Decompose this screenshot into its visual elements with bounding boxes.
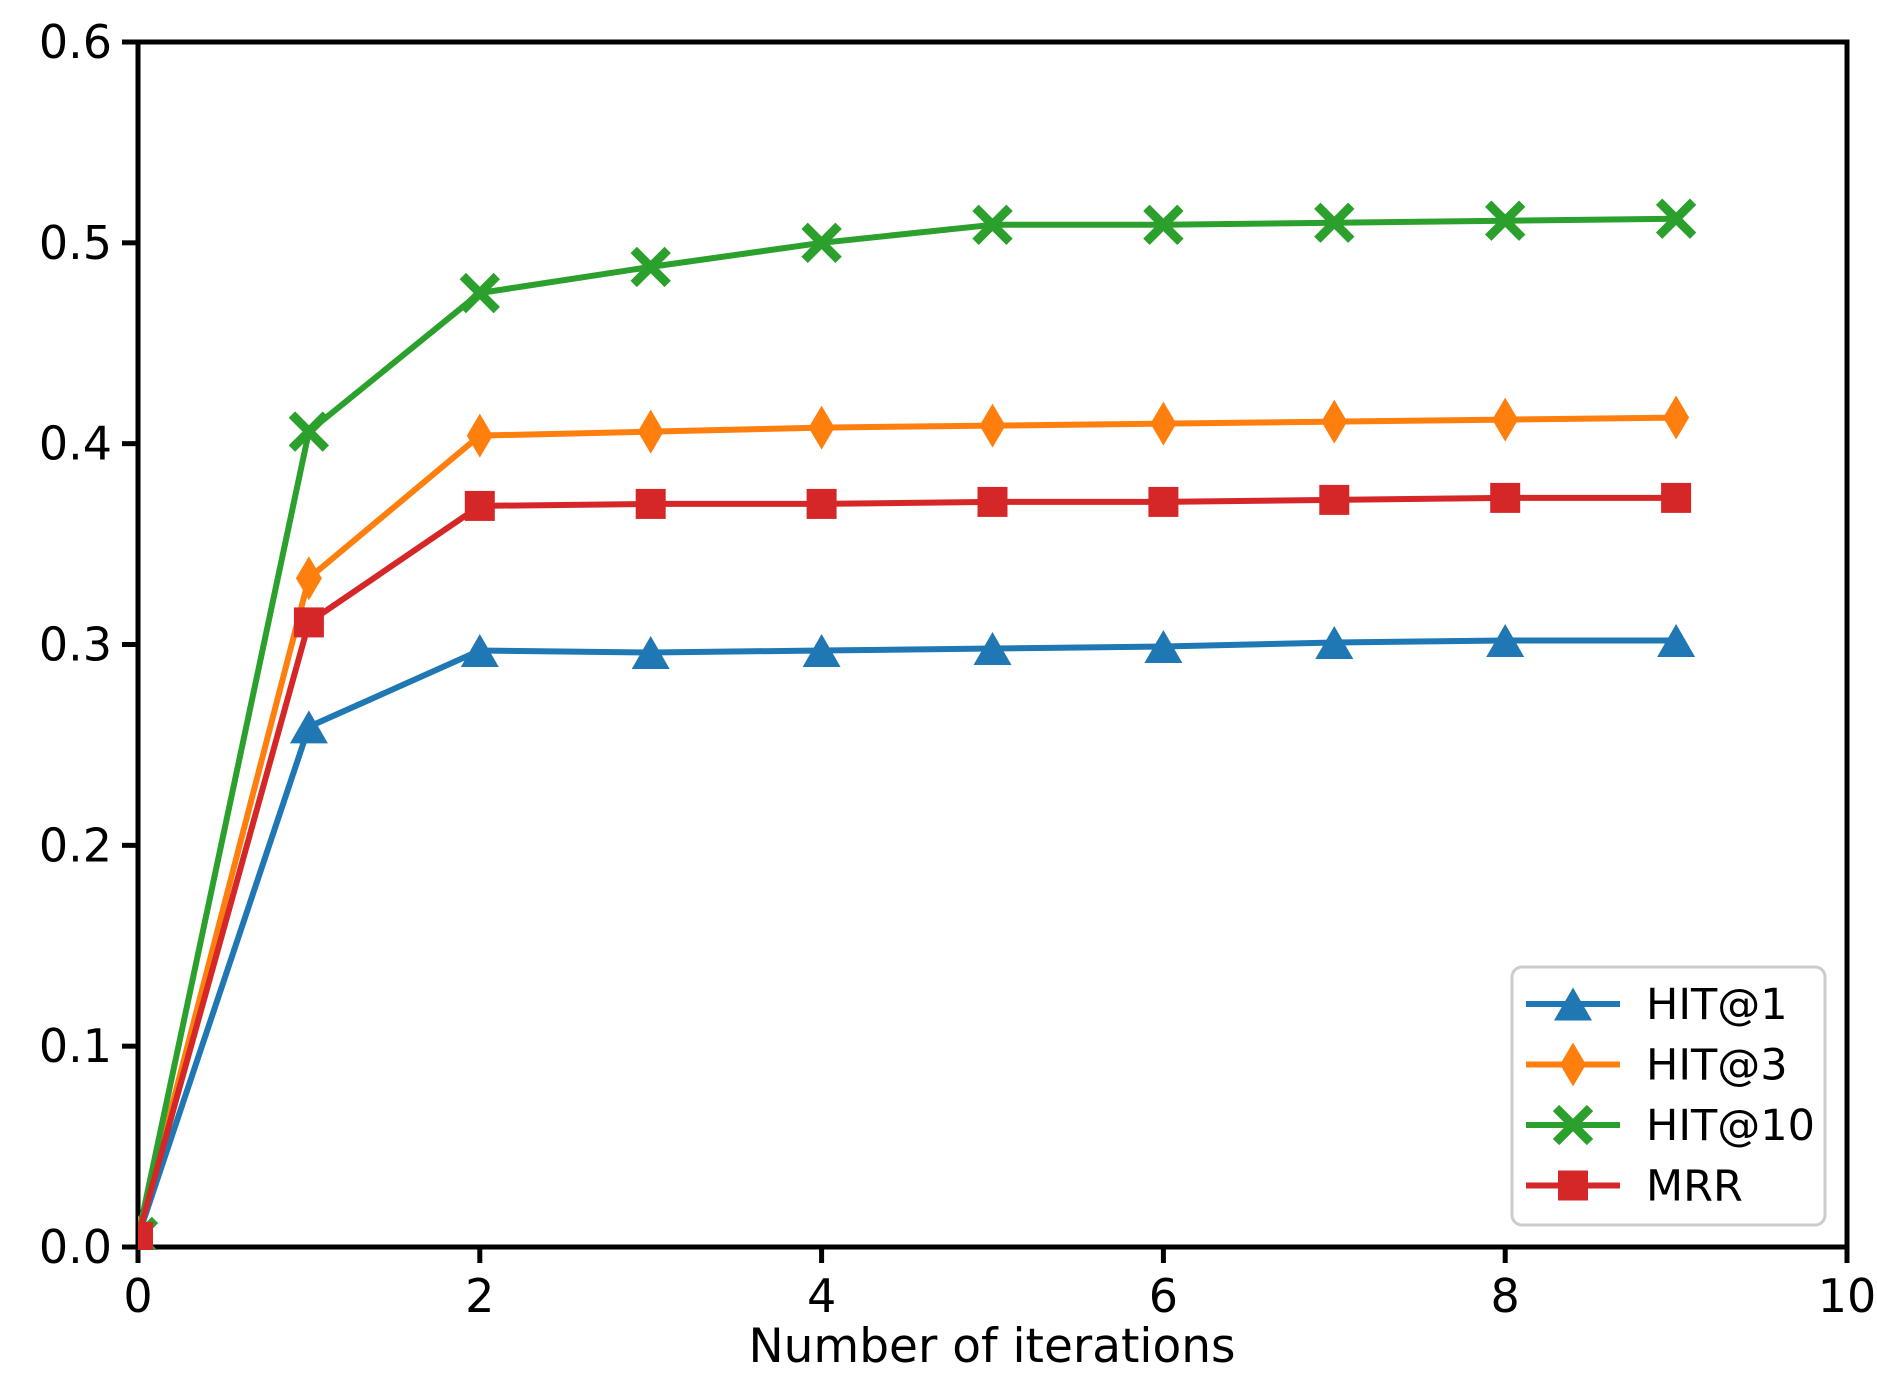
data-point-marker: [635, 488, 666, 519]
legend-item-HIT@10: HIT@10: [1526, 1101, 1815, 1151]
data-point-marker: [1143, 204, 1184, 245]
data-point-marker: [1144, 630, 1183, 664]
x-tick-label: 10: [1818, 1269, 1877, 1323]
data-point-marker: [1655, 198, 1697, 239]
legend-label: HIT@10: [1646, 1101, 1815, 1151]
data-point-marker: [1490, 482, 1521, 513]
data-point-marker: [288, 411, 330, 452]
series-markers-MRR: [138, 482, 1692, 1250]
data-point-marker: [979, 403, 1006, 448]
data-point-marker: [459, 272, 500, 314]
series-line-HIT@10: [138, 215, 1677, 1238]
data-point-marker: [801, 222, 842, 264]
series-markers-HIT@1: [138, 623, 1696, 1250]
data-point-marker: [802, 634, 841, 668]
data-point-marker: [1321, 399, 1348, 444]
x-tick-label: 0: [123, 1269, 152, 1323]
series-line-HIT@1: [138, 637, 1677, 1238]
data-point-marker: [289, 710, 328, 744]
data-point-marker: [808, 405, 835, 450]
series-line-HIT@3: [138, 414, 1677, 1238]
data-point-marker: [138, 1221, 153, 1250]
data-point-marker: [1492, 397, 1519, 442]
x-tick-label: 2: [465, 1269, 494, 1323]
series-line-MRR: [138, 494, 1677, 1238]
data-point-marker: [631, 636, 670, 670]
data-point-marker: [977, 486, 1008, 517]
legend-label: MRR: [1646, 1162, 1743, 1212]
data-point-marker: [1663, 395, 1690, 440]
x-tick-label: 6: [1149, 1269, 1178, 1323]
y-tick-label: 0.5: [39, 216, 112, 270]
data-point-marker: [1485, 200, 1526, 241]
data-point-marker: [806, 488, 837, 519]
data-point-marker: [1319, 484, 1350, 515]
data-point-marker: [295, 556, 322, 601]
data-point-marker: [1148, 486, 1179, 517]
data-point-marker: [1657, 623, 1696, 657]
series-markers-HIT@10: [138, 198, 1697, 1250]
legend-marker-triangle: [1554, 987, 1592, 1021]
data-point-marker: [464, 490, 495, 521]
legend-item-HIT@3: HIT@3: [1526, 1041, 1788, 1091]
y-tick-label: 0.2: [39, 818, 112, 872]
y-tick-label: 0.6: [39, 15, 112, 69]
data-point-marker: [293, 607, 324, 638]
legend-marker-square: [1558, 1170, 1588, 1201]
series-group: [138, 198, 1697, 1250]
legend-marker-diamond: [1560, 1042, 1586, 1087]
x-axis-label: Number of iterations: [748, 1319, 1235, 1374]
data-point-marker: [1314, 202, 1355, 243]
data-point-marker: [973, 632, 1012, 666]
series-markers-HIT@3: [138, 395, 1690, 1250]
y-tick-label: 0.1: [39, 1019, 112, 1073]
legend-marker-x: [1552, 1104, 1594, 1146]
legend-item-HIT@1: HIT@1: [1526, 980, 1788, 1030]
data-point-marker: [630, 246, 671, 288]
data-point-marker: [466, 413, 493, 458]
data-point-marker: [1661, 482, 1692, 513]
data-point-marker: [460, 634, 499, 668]
plot-border: [135, 39, 1850, 1250]
data-point-marker: [1315, 625, 1354, 659]
data-point-marker: [637, 409, 664, 454]
legend-item-MRR: MRR: [1526, 1162, 1743, 1212]
y-tick-label: 0.0: [39, 1220, 112, 1274]
legend-label: HIT@3: [1646, 1041, 1788, 1091]
x-tick-label: 8: [1491, 1269, 1520, 1323]
legend-box: [1510, 965, 1827, 1227]
x-tick-label: 4: [807, 1269, 836, 1323]
legend: HIT@1 HIT@3 HIT@10 MRR: [1510, 965, 1827, 1227]
data-point-marker: [1150, 401, 1177, 446]
data-point-marker: [972, 204, 1013, 245]
legend-label: HIT@1: [1646, 980, 1788, 1030]
data-point-marker: [1486, 623, 1525, 657]
y-tick-label: 0.4: [39, 417, 112, 471]
y-tick-label: 0.3: [39, 618, 112, 672]
